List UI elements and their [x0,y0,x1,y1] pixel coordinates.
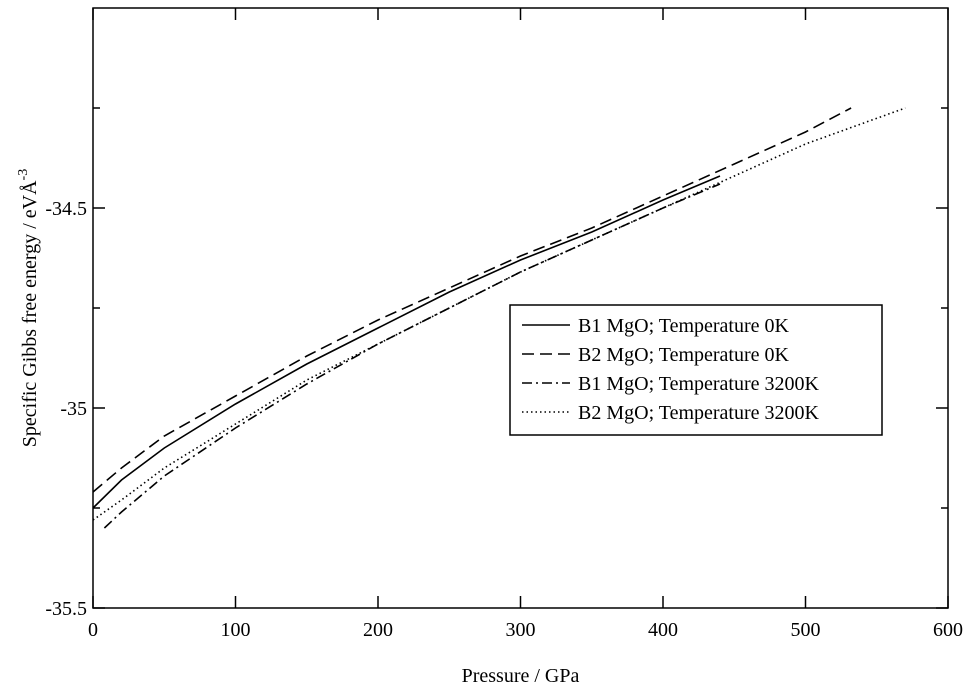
legend: B1 MgO; Temperature 0K B2 MgO; Temperatur… [509,304,883,436]
legend-label: B1 MgO; Temperature 3200K [578,373,820,395]
series-group [92,107,906,529]
y-tick-label: -34.5 [45,198,87,220]
series-line-1 [92,175,721,509]
legend-label: B2 MgO; Temperature 0K [578,344,790,366]
series-line-4 [92,107,906,521]
y-axis-title-exponent: -3 [16,169,31,181]
x-tick-label: 500 [791,619,821,641]
x-tick-label: 400 [648,619,678,641]
x-tick-label: 600 [933,619,963,641]
x-tick-label: 300 [506,619,536,641]
y-tick-label: -35 [60,398,87,420]
y-axis-title-unit: Å [19,180,41,195]
x-tick-label: 200 [363,619,393,641]
series-line-2 [92,107,852,493]
ticks-group: 0 100 200 300 400 500 600 -35.5 -35 -34.5 [45,8,963,641]
legend-label: B1 MgO; Temperature 0K [578,315,790,337]
y-axis-title: Specific Gibbs free energy / eVÅ-3 [16,169,41,447]
y-tick-label: -35.5 [45,598,87,620]
x-tick-label: 100 [221,619,251,641]
x-axis-title: Pressure / GPa [462,665,580,687]
legend-label: B2 MgO; Temperature 3200K [578,402,820,424]
y-axis-title-main: Specific Gibbs free energy / eV [19,194,41,447]
legend-box [509,304,883,436]
x-tick-label: 0 [88,619,98,641]
